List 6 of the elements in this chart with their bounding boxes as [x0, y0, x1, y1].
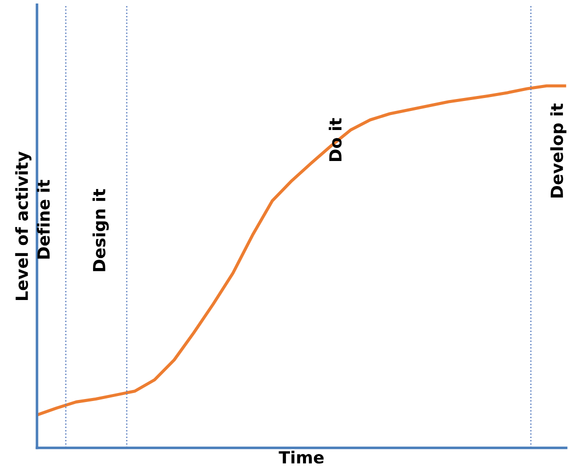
annotation: Define it	[36, 180, 50, 259]
annotation: Develop it	[550, 103, 566, 198]
annotation: Do it	[328, 118, 342, 162]
x-axis-title: Time	[278, 450, 324, 464]
annotation: Design it	[92, 189, 109, 272]
y-axis-title: Level of activity	[15, 151, 32, 300]
